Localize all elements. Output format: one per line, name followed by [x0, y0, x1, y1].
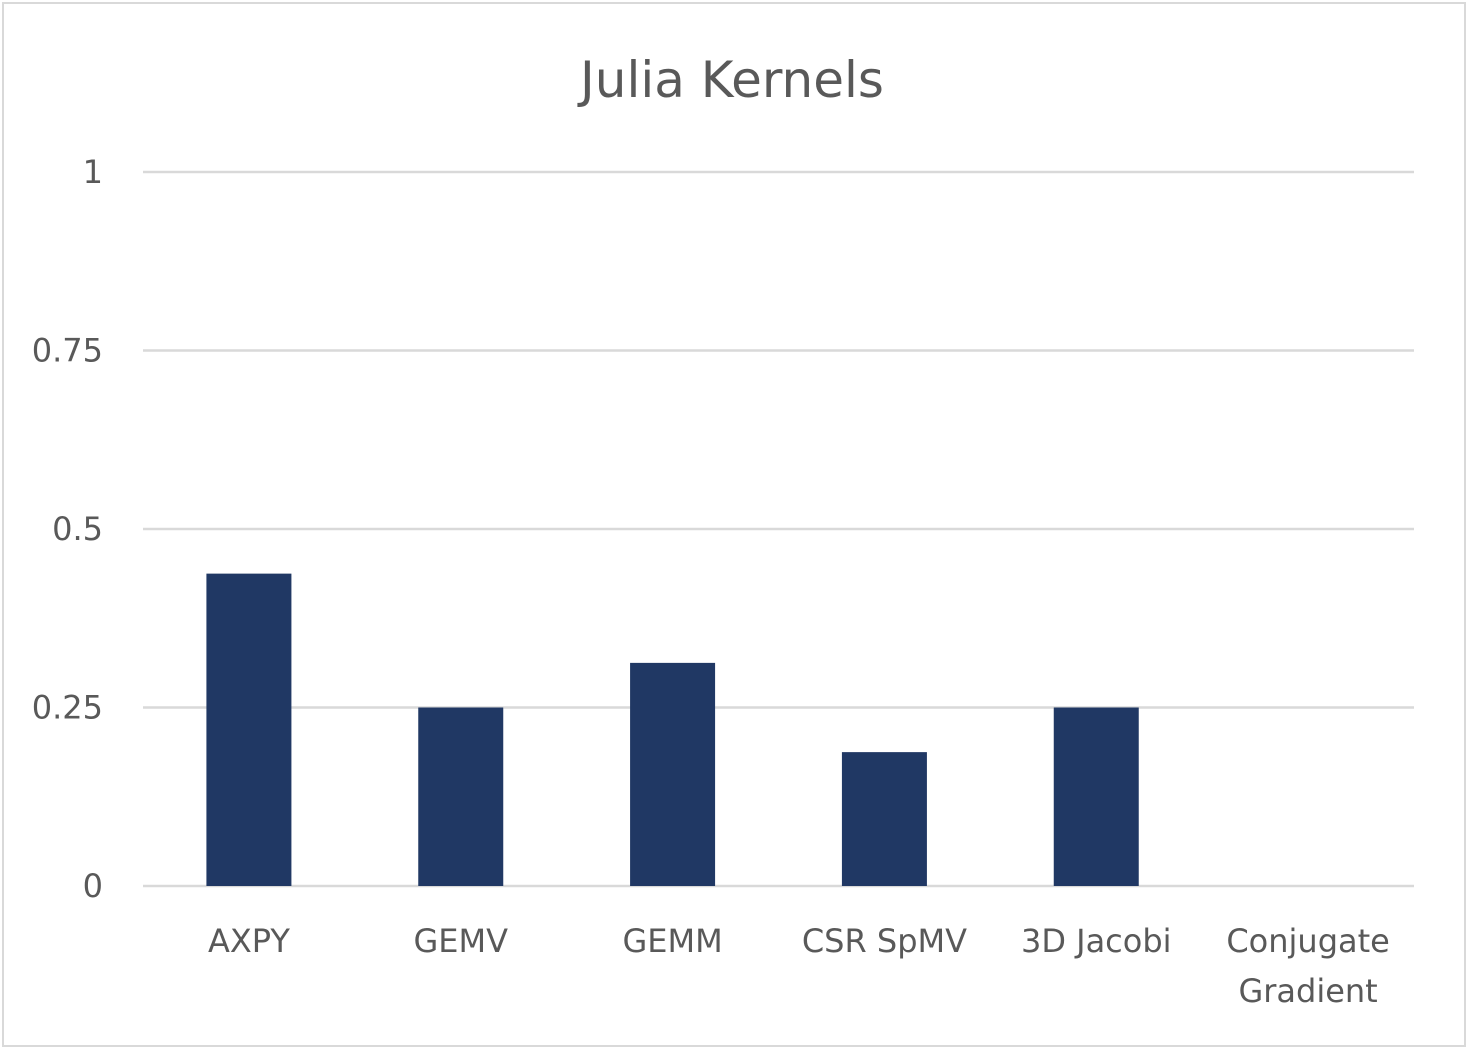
bar [206, 573, 292, 886]
y-tick-label: 1 [83, 153, 103, 191]
x-tick-label: GEMM [622, 922, 722, 960]
y-tick-label: 0.75 [32, 332, 103, 370]
chart-title: Julia Kernels [577, 51, 884, 109]
x-tick-label: AXPY [208, 922, 290, 960]
bar [630, 662, 716, 886]
bars [206, 573, 1139, 886]
x-axis-ticks: AXPY GEMV GEMM CSR SpMV 3D Jacobi Conjugate Gr… [208, 922, 1390, 1010]
y-axis-ticks: 0 0.25 0.5 0.75 1 [32, 153, 103, 905]
x-tick-label: GEMV [413, 922, 508, 960]
x-tick-label: CSR SpMV [802, 922, 967, 960]
bar [1053, 707, 1139, 886]
x-tick-label: 3D Jacobi [1021, 922, 1172, 960]
bar [841, 752, 927, 886]
y-tick-label: 0 [83, 867, 103, 905]
y-tick-label: 0.5 [52, 510, 103, 548]
y-tick-label: 0.25 [32, 689, 103, 727]
bar [418, 707, 504, 886]
x-tick-label: Conjugate Gradient [1226, 922, 1390, 1010]
gridlines [143, 170, 1414, 888]
